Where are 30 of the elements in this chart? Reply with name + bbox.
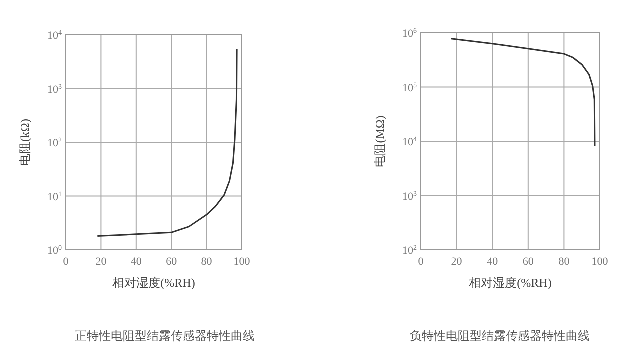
x-tick-label: 60: [166, 256, 178, 268]
x-axis-title: 相对湿度(%RH): [112, 276, 196, 290]
x-tick-label: 80: [201, 256, 213, 268]
y-tick-label: 10$^{6}$: [402, 27, 418, 40]
y-tick-label: 10$^{3}$: [402, 190, 418, 203]
x-tick-label: 60: [522, 256, 534, 268]
line-series: [450, 38, 596, 148]
x-axis-title: 相对湿度(%RH): [469, 276, 552, 290]
x-tick-label: 0: [418, 256, 424, 268]
text: 负特性电阻型结露传感器特性曲线: [410, 329, 590, 343]
y-axis-title: 电阻(MΩ): [373, 116, 387, 168]
text: 正特性电阻型结露传感器特性曲线: [75, 329, 255, 343]
x-tick-label: 100: [234, 256, 251, 268]
x-tick-label: 40: [487, 256, 499, 268]
y-tick-label: 10$^{4}$: [48, 29, 62, 42]
y-tick-label: 10$^{1}$: [48, 190, 62, 204]
y-tick-label: 10$^{0}$: [48, 244, 62, 257]
y-tick-label: 10$^{3}$: [48, 82, 62, 96]
x-tick-label: 40: [130, 256, 142, 268]
y-tick-label: 10$^{4}$: [402, 136, 418, 148]
x-tick-label: 20: [96, 256, 108, 268]
line-series: [96, 48, 238, 238]
y-axis-title: 电阻(kΩ): [18, 119, 32, 166]
y-tick-label: 10$^{2}$: [48, 136, 62, 150]
y-tick-label: 10$^{2}$: [402, 244, 418, 257]
y-tick-label: 10$^{5}$: [402, 81, 418, 94]
x-tick-label: 0: [63, 256, 70, 268]
x-tick-label: 100: [592, 256, 609, 268]
x-tick-label: 80: [558, 256, 570, 268]
x-tick-label: 20: [451, 256, 463, 268]
